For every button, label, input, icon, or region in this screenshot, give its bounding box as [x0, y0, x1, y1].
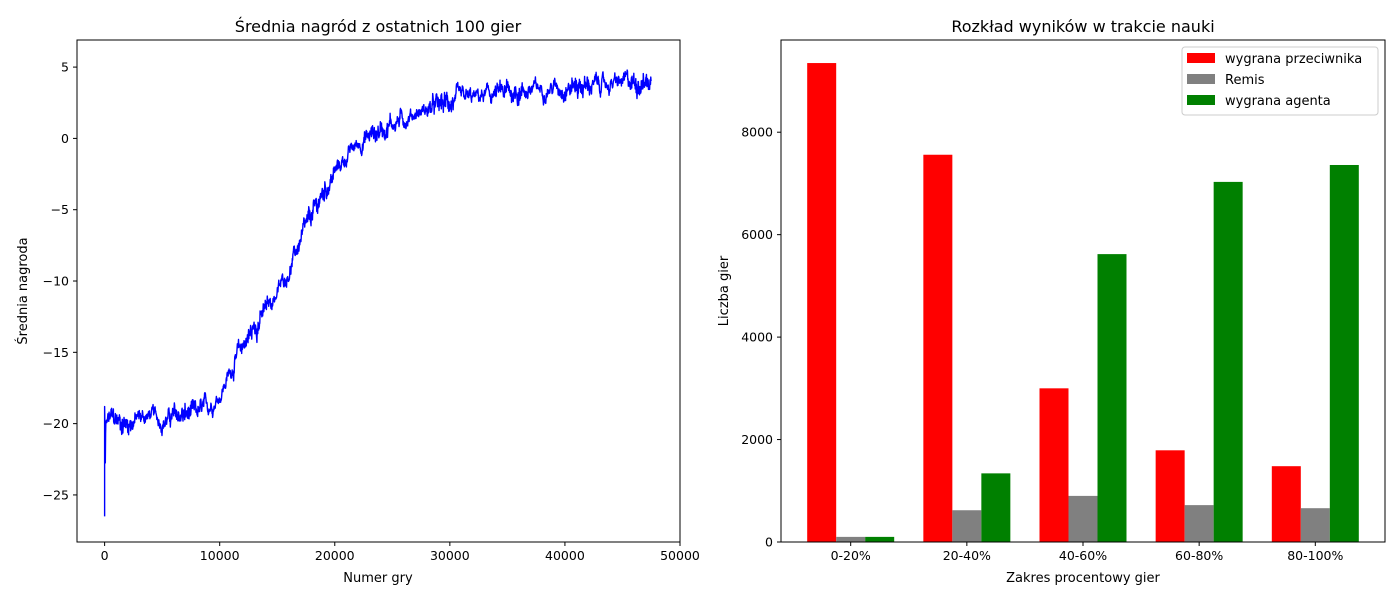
bar — [1097, 254, 1127, 543]
bar — [1300, 508, 1330, 542]
bar — [981, 473, 1011, 542]
bar-chart-x-label: Zakres procentowy gier — [1006, 571, 1160, 586]
y-tick-label: −25 — [43, 487, 69, 502]
x-tick-label: 30000 — [430, 548, 470, 563]
x-tick-label: 50000 — [660, 548, 700, 563]
legend-swatch — [1187, 95, 1215, 105]
bar — [1068, 495, 1098, 542]
line-chart-y-ticks: −25 −20 −15 −10 −5 0 5 — [43, 60, 77, 502]
line-chart: Średnia nagród z ostatnich 100 gier −25−… — [15, 17, 700, 586]
legend-label: wygrana agenta — [1225, 94, 1331, 109]
bar — [1213, 181, 1243, 542]
x-tick-label: 20-40% — [943, 548, 991, 563]
bar — [1155, 450, 1185, 542]
x-tick-label: 0 — [101, 548, 109, 563]
bar-chart-plot-area — [780, 39, 1386, 543]
x-tick-label: 0-20% — [831, 548, 871, 563]
bar — [865, 536, 895, 542]
bar — [1271, 466, 1301, 542]
bar-chart-y-label: Liczba gier — [717, 255, 732, 326]
line-series-average-reward — [103, 69, 652, 517]
bar-chart-y-ticks: 0 2000 4000 6000 8000 — [741, 125, 781, 550]
x-tick-label: 10000 — [200, 548, 240, 563]
x-tick-label: 40-60% — [1059, 548, 1107, 563]
legend-swatch — [1187, 53, 1215, 63]
bar — [952, 510, 982, 542]
bar-chart-x-ticks: 0-20% 20-40% 40-60% 60-80% 80-100% — [831, 542, 1344, 563]
y-tick-label: 4000 — [741, 330, 773, 345]
x-tick-label: 40000 — [545, 548, 585, 563]
line-chart-y-label: Średnia nagroda — [15, 237, 31, 344]
bar-chart-title: Rozkład wyników w trakcie nauki — [951, 17, 1214, 36]
line-chart-x-ticks: 0 10000 20000 30000 40000 50000 — [101, 542, 700, 563]
bar-chart-bars — [807, 63, 1359, 543]
bar — [836, 536, 866, 542]
legend-label: wygrana przeciwnika — [1225, 52, 1362, 67]
bar-chart: Rozkład wyników w trakcie nauki 0 2000 400… — [717, 17, 1386, 586]
bar — [807, 63, 837, 542]
x-tick-label: 20000 — [315, 548, 355, 563]
x-tick-label: 60-80% — [1175, 548, 1223, 563]
bar — [923, 154, 953, 542]
y-tick-label: 0 — [765, 535, 773, 550]
bar — [1329, 164, 1359, 542]
line-chart-x-label: Numer gry — [343, 571, 413, 586]
bar-chart-legend: wygrana przeciwnika Remis wygrana agenta — [1181, 46, 1379, 116]
legend-label: Remis — [1225, 73, 1265, 88]
y-tick-label: −10 — [43, 274, 69, 289]
bar — [1184, 505, 1214, 542]
y-tick-label: −15 — [43, 345, 69, 360]
y-tick-label: 8000 — [741, 125, 773, 140]
y-tick-label: 6000 — [741, 227, 773, 242]
y-tick-label: 2000 — [741, 432, 773, 447]
line-chart-plot-area — [76, 39, 681, 543]
line-chart-title: Średnia nagród z ostatnich 100 gier — [235, 17, 522, 36]
y-tick-label: 0 — [61, 131, 69, 146]
legend-frame — [1181, 46, 1379, 116]
y-tick-label: 5 — [61, 60, 69, 75]
legend-swatch — [1187, 74, 1215, 84]
y-tick-label: −20 — [43, 416, 69, 431]
bar — [1039, 388, 1069, 542]
y-tick-label: −5 — [51, 202, 69, 217]
x-tick-label: 80-100% — [1287, 548, 1343, 563]
